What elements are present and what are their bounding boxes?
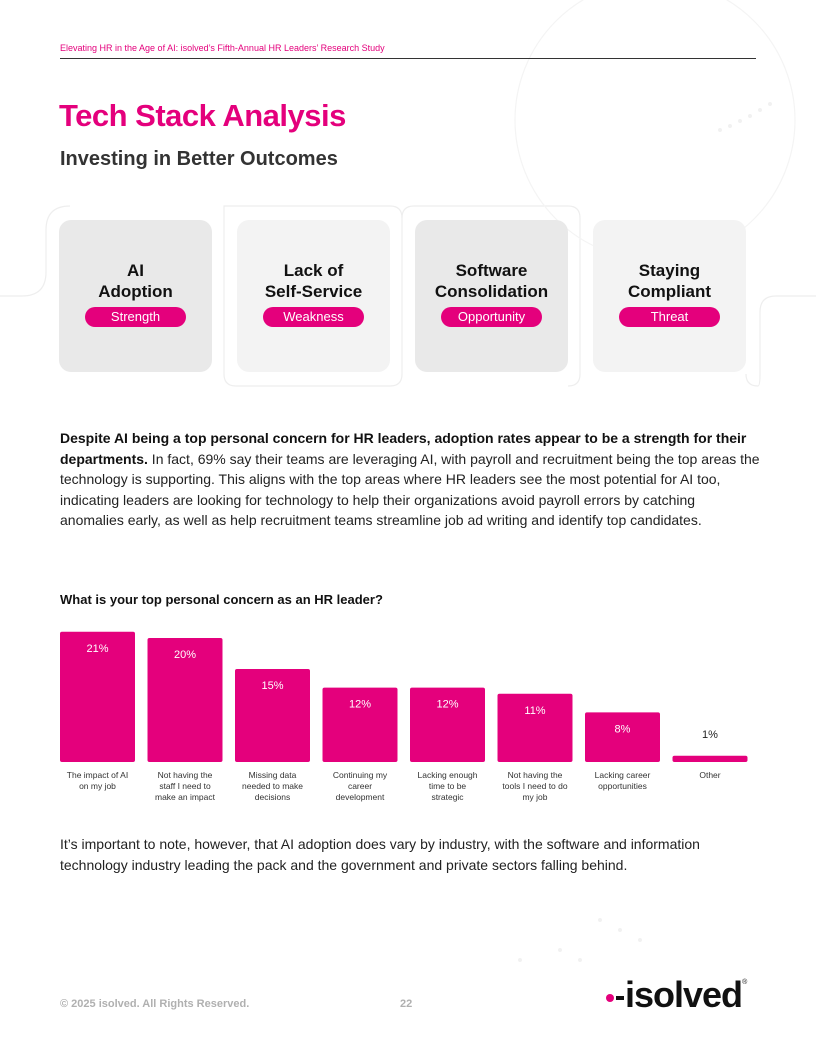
chart-bar: [235, 669, 310, 762]
page-number: 22: [400, 998, 413, 1010]
chart-category-label: make an impact: [155, 792, 216, 802]
page-title: Tech Stack Analysis: [59, 98, 346, 133]
swot-card-title: Lack of Self-Service: [264, 261, 363, 301]
chart-data-label: 12%: [436, 699, 458, 711]
swot-card-strength: AI Adoption Strength: [59, 220, 212, 372]
chart-category-label: tools I need to do: [502, 781, 567, 791]
chart-category-label: time to be: [429, 781, 467, 791]
chart-bar: [147, 638, 223, 762]
swot-card-threat: Staying Compliant Threat: [593, 220, 746, 372]
logo-dash-icon: [616, 996, 624, 1000]
chart-bar: [322, 687, 398, 762]
swot-card-title: Staying Compliant: [627, 261, 712, 301]
chart-category-label: Other: [699, 770, 720, 780]
swot-badge: Weakness: [263, 307, 364, 327]
chart-category-label: The impact of AI: [67, 770, 128, 780]
chart-category-label: Not having the: [158, 770, 213, 780]
chart-bar: [497, 693, 573, 762]
chart-bar: [410, 687, 485, 762]
chart-category-label: decisions: [255, 792, 290, 802]
chart-category-label: career: [348, 781, 372, 791]
chart-category-label: Not having the: [508, 770, 563, 780]
chart-data-label: 8%: [615, 723, 631, 735]
chart-data-label: 21%: [86, 643, 108, 655]
body-paragraph: Despite AI being a top personal concern …: [60, 428, 760, 531]
swot-card-title: Software Consolidation: [434, 261, 549, 301]
isolved-logo: isolved ®: [606, 974, 748, 1015]
chart-category-label: Continuing my: [333, 770, 388, 780]
logo-registered-mark: ®: [742, 979, 748, 986]
swot-badge: Threat: [619, 307, 720, 327]
body-lead-rest: In fact, 69% say their teams are leverag…: [60, 450, 760, 529]
swot-badge: Opportunity: [441, 307, 542, 327]
chart-category-label: Missing data: [249, 770, 297, 780]
closing-paragraph: It’s important to note, however, that AI…: [60, 836, 700, 873]
chart-data-label: 15%: [261, 680, 283, 692]
swot-card-opportunity: Software Consolidation Opportunity: [415, 220, 568, 372]
chart-category-label: strategic: [431, 792, 464, 802]
chart-category-label: on my job: [79, 781, 116, 791]
swot-card-weakness: Lack of Self-Service Weakness: [237, 220, 390, 372]
swot-badge: Strength: [85, 307, 186, 327]
chart-category-label: staff I need to: [159, 781, 211, 791]
chart-category-label: Lacking career: [595, 770, 651, 780]
page-subtitle: Investing in Better Outcomes: [60, 148, 338, 170]
chart-bar: [672, 755, 748, 762]
chart-category-label: my job: [522, 792, 547, 802]
logo-dot-icon: [606, 994, 614, 1002]
footer-copyright: © 2025 isolved. All Rights Reserved.: [60, 998, 250, 1010]
swot-card-title: AI Adoption: [98, 261, 173, 301]
chart-data-label: 12%: [349, 699, 371, 711]
chart-data-label: 11%: [524, 705, 545, 717]
chart-title: What is your top personal concern as an …: [60, 592, 383, 607]
chart-category-label: opportunities: [598, 781, 647, 791]
chart-category-label: Lacking enough: [417, 770, 477, 780]
chart-category-label: needed to make: [242, 781, 303, 791]
chart-bar: [60, 631, 135, 762]
chart-bar: [585, 712, 660, 762]
logo-wordmark: isolved: [625, 974, 743, 1015]
chart-data-label: 20%: [174, 649, 196, 661]
running-header: Elevating HR in the Age of AI: isolved’s…: [60, 43, 756, 59]
chart-category-label: development: [336, 792, 385, 802]
chart-data-label: 1%: [702, 729, 718, 741]
body-lead-bold: Despite AI being a top personal concern …: [60, 430, 747, 467]
